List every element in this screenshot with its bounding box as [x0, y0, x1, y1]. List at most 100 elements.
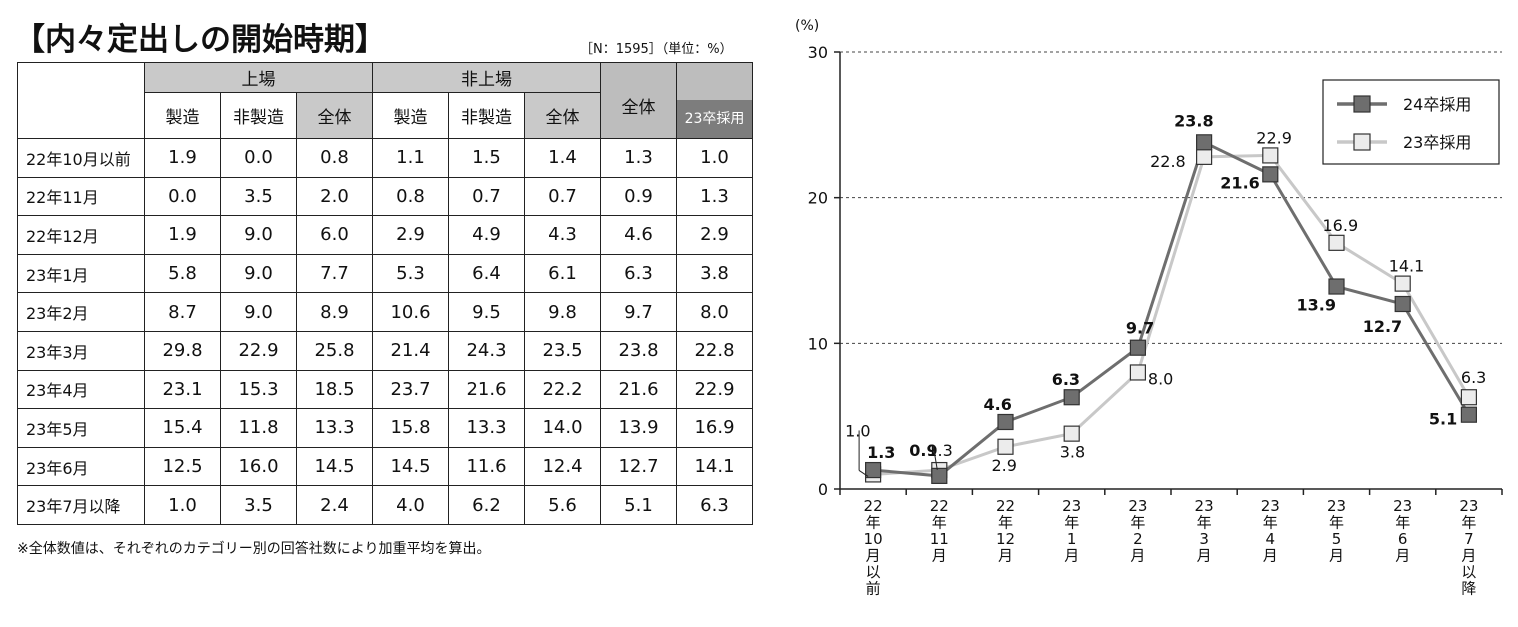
table-cell: 21.6 [448, 369, 525, 410]
sub-header-23: 23卒採用 [677, 100, 752, 138]
legend-marker [1353, 95, 1371, 113]
sub-header: 全体 [296, 92, 373, 139]
row-label: 23年7月以降 [17, 485, 145, 525]
table-cell: 5.1 [600, 485, 677, 525]
table-cell: 13.9 [600, 408, 677, 448]
sub-header: 全体 [524, 92, 601, 139]
row-label: 23年1月 [17, 253, 145, 294]
data-label: 9.7 [1126, 319, 1154, 338]
table-cell: 16.9 [676, 408, 753, 448]
table-cell: 14.1 [676, 446, 753, 487]
table-row: 23年5月 15.4 11.8 13.3 15.8 13.3 14.0 13.9 16.9 [17, 408, 753, 448]
y-tick-label: 10 [808, 334, 828, 353]
table-cell: 12.7 [600, 446, 677, 487]
data-label: 13.9 [1297, 296, 1336, 315]
x-tick-label: 23 年 2 月 [1128, 497, 1147, 565]
data-label: 8.0 [1148, 369, 1173, 388]
group-header-listed: 上場 [144, 62, 373, 93]
table-cell: 4.3 [524, 215, 601, 255]
table-cell: 0.9 [600, 176, 677, 217]
row-label: 23年4月 [17, 369, 145, 410]
sub-header: 非製造 [448, 92, 525, 139]
table-cell: 15.4 [144, 408, 221, 448]
line-chart: (%) 0 10 20 30 22 年 10 月以前 22 年 11 月 22 年 12 月 23 年 1 月 23 年 2 月… [795, 18, 1503, 598]
table-cell: 0.7 [448, 176, 525, 217]
table-cell: 3.5 [220, 176, 297, 217]
table-cell: 3.5 [220, 485, 297, 525]
table-cell: 12.5 [144, 446, 221, 487]
table-cell: 6.3 [600, 253, 677, 294]
data-label: 2.9 [992, 456, 1017, 475]
page-title: 【内々定出しの開始時期】 [14, 22, 386, 58]
table-cell: 2.0 [296, 176, 373, 217]
y-axis-label: (%) [795, 18, 819, 34]
table-cell: 14.0 [524, 408, 601, 448]
table-cell: 23.1 [144, 369, 221, 410]
x-tick-label: 23 年 7 月以降 [1459, 497, 1478, 598]
data-label: 1.3 [867, 443, 895, 462]
table-cell: 6.4 [448, 253, 525, 294]
data-label: 4.6 [984, 395, 1012, 414]
table-cell: 9.0 [220, 253, 297, 294]
series-line-1 [873, 153, 1471, 476]
table-row: 23年6月 12.5 16.0 14.5 14.5 11.6 12.4 12.7 14.1 [17, 446, 753, 487]
legend-label: 23卒採用 [1403, 133, 1471, 152]
data-point [1196, 134, 1213, 151]
x-tick-label: 23 年 5 月 [1327, 497, 1346, 565]
table-cell: 18.5 [296, 369, 373, 410]
table-cell: 2.4 [296, 485, 373, 525]
data-point [1129, 339, 1146, 356]
table-cell: 12.4 [524, 446, 601, 487]
table-cell: 23.7 [372, 369, 449, 410]
table-cell: 9.7 [600, 292, 677, 332]
data-point [1063, 389, 1080, 406]
table-cell: 5.3 [372, 253, 449, 294]
table-row: 23年3月 29.8 22.9 25.8 21.4 24.3 23.5 23.8 22.8 [17, 330, 753, 371]
group-header-total: 全体 [600, 62, 677, 139]
table-cell: 9.8 [524, 292, 601, 332]
table-cell: 16.0 [220, 446, 297, 487]
table-cell: 1.9 [144, 215, 221, 255]
table-cell: 23.5 [524, 330, 601, 371]
table-cell: 21.4 [372, 330, 449, 371]
table-cell: 11.8 [220, 408, 297, 448]
sub-header: 製造 [372, 92, 449, 139]
table-cell: 13.3 [448, 408, 525, 448]
table-cell: 1.3 [676, 176, 753, 217]
data-point [1328, 278, 1345, 295]
x-tick-label: 23 年 3 月 [1195, 497, 1214, 565]
group-header-total-label: 全体 [621, 98, 656, 118]
x-tick-label: 23 年 4 月 [1261, 497, 1280, 565]
table-cell: 6.3 [676, 485, 753, 525]
table-cell: 0.0 [144, 176, 221, 217]
x-tick-label: 22 年 10 月以前 [864, 497, 883, 598]
table-cell: 5.6 [524, 485, 601, 525]
table-note: ［N：1595］（単位：%） [580, 42, 733, 57]
sub-header: 製造 [144, 92, 221, 139]
x-tick-label: 22 年 11 月 [930, 497, 949, 565]
table-cell: 8.9 [296, 292, 373, 332]
table-cell: 25.8 [296, 330, 373, 371]
data-label: 1.3 [927, 441, 952, 460]
table-cell: 6.0 [296, 215, 373, 255]
legend-label: 24卒採用 [1403, 95, 1471, 114]
table-cell: 13.3 [296, 408, 373, 448]
data-label: 6.3 [1461, 368, 1486, 387]
table-cell: 23.8 [600, 330, 677, 371]
data-label: 16.9 [1323, 216, 1359, 235]
corner-cell [17, 62, 145, 139]
data-point [1196, 148, 1213, 165]
table-cell: 0.8 [296, 138, 373, 178]
table-cell: 2.9 [372, 215, 449, 255]
table-row: 22年11月 0.0 3.5 2.0 0.8 0.7 0.7 0.9 1.3 [17, 176, 753, 217]
table-cell: 5.8 [144, 253, 221, 294]
table-cell: 2.9 [676, 215, 753, 255]
table-cell: 14.5 [296, 446, 373, 487]
x-tick-label: 23 年 6 月 [1393, 497, 1412, 565]
table-cell: 1.1 [372, 138, 449, 178]
table-cell: 8.0 [676, 292, 753, 332]
legend-marker [1353, 133, 1371, 151]
group-header-unlisted: 非上場 [372, 62, 601, 93]
table-body: 22年10月以前 1.9 0.0 0.8 1.1 1.5 1.4 1.3 1.0 22年11月 0.… [17, 138, 753, 525]
table-cell: 10.6 [372, 292, 449, 332]
